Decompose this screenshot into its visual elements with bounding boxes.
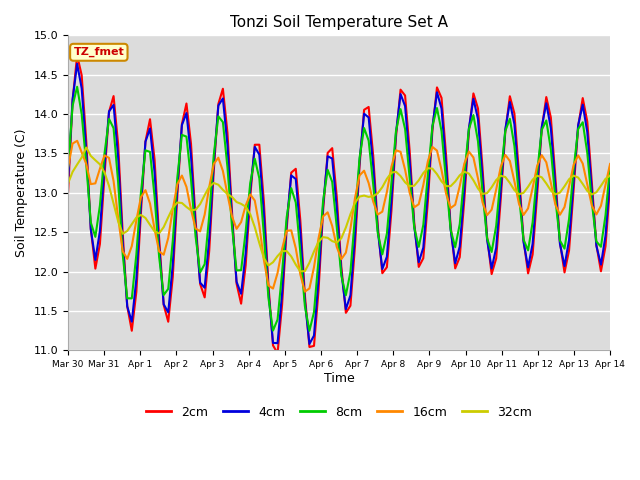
Y-axis label: Soil Temperature (C): Soil Temperature (C)	[15, 129, 28, 257]
Legend: 2cm, 4cm, 8cm, 16cm, 32cm: 2cm, 4cm, 8cm, 16cm, 32cm	[141, 401, 537, 424]
X-axis label: Time: Time	[324, 372, 355, 385]
Text: TZ_fmet: TZ_fmet	[74, 47, 124, 58]
Title: Tonzi Soil Temperature Set A: Tonzi Soil Temperature Set A	[230, 15, 448, 30]
